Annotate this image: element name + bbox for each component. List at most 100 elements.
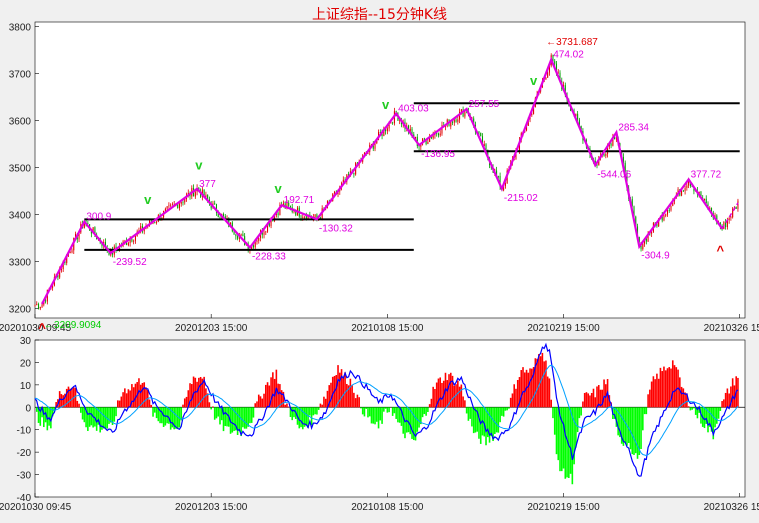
candle-body (503, 186, 505, 191)
candle-body (258, 237, 260, 241)
candle-body (83, 222, 85, 229)
candle-body (409, 128, 411, 133)
y-tick-label: 3300 (9, 258, 32, 269)
x-tick-label: 20210108 15:00 (351, 323, 424, 334)
candle-body (610, 143, 612, 146)
candle-body (577, 113, 579, 120)
swing-label: 285.34 (618, 122, 649, 133)
y-tick-label: 30 (20, 336, 32, 347)
candle-body (156, 221, 158, 223)
candle-body (665, 214, 667, 216)
candle-body (171, 204, 173, 206)
candle-body (429, 137, 431, 142)
candle-body (41, 304, 43, 307)
swing-label: ←3731.687 (546, 37, 598, 48)
x-tick-label: 20210108 15:00 (351, 502, 424, 513)
y-tick-label: 3800 (9, 23, 32, 34)
candle-body (483, 144, 485, 147)
y-tick-label: 3500 (9, 164, 32, 175)
candle-body (552, 55, 554, 62)
swing-label: 377.72 (691, 169, 722, 180)
candle-body (314, 214, 316, 218)
candle-body (256, 240, 258, 242)
candle-body (286, 202, 288, 209)
candle-body (203, 189, 205, 198)
candle-body (446, 119, 448, 125)
candle-body (686, 185, 688, 188)
y-tick-label: 3700 (9, 70, 32, 81)
x-tick-label: 20210326 15:00 (704, 323, 759, 334)
candle-body (134, 235, 136, 241)
y-tick-label: 20 (20, 358, 32, 369)
candle-body (64, 261, 66, 263)
candle-body (432, 135, 434, 139)
candle-body (235, 234, 237, 237)
candle-body (645, 238, 647, 242)
candle-body (726, 220, 728, 228)
candle-body (237, 236, 239, 239)
buy-signal: ^ (38, 321, 46, 336)
candle-body (60, 268, 62, 270)
y-tick-label: -30 (17, 471, 32, 482)
y-tick-label: -10 (17, 426, 32, 437)
candle-body (681, 190, 683, 196)
candle-body (381, 133, 383, 136)
candle-body (267, 222, 269, 232)
candle-body (705, 198, 707, 204)
candle-body (108, 250, 110, 256)
candle-body (555, 63, 558, 73)
buy-signal: ^ (717, 243, 725, 258)
candle-body (672, 201, 674, 206)
candle-body (411, 128, 413, 135)
candle-body (302, 216, 304, 218)
candle-body (554, 61, 556, 64)
candle-body (480, 132, 482, 137)
candle-body (66, 255, 68, 263)
candle-body (478, 131, 480, 133)
candle-body (430, 137, 432, 139)
wave-line (41, 56, 724, 305)
candle-body (437, 133, 439, 136)
candle-body (87, 223, 89, 225)
y-tick-label: -20 (17, 448, 32, 459)
candle-body (497, 175, 499, 177)
candle-body (154, 222, 156, 224)
candle-body (177, 203, 179, 209)
y-tick-label: 3400 (9, 211, 32, 222)
candle-body (282, 203, 284, 206)
candle-body (37, 304, 40, 309)
swing-label: 403.03 (398, 104, 429, 115)
sell-signal: v (382, 97, 390, 112)
candle-body (295, 211, 297, 216)
candle-body (728, 218, 730, 221)
candle-body (333, 191, 336, 194)
candle-body (374, 143, 376, 149)
candle-body (300, 216, 302, 218)
candle-body (94, 227, 96, 235)
candle-body (307, 214, 309, 220)
candle-body (319, 217, 321, 219)
candle-body (316, 214, 318, 220)
candle-body (605, 154, 607, 156)
candle-body (263, 232, 265, 235)
candle-body (427, 141, 429, 145)
candle-body (69, 252, 71, 254)
candle-body (379, 132, 381, 134)
candle-body (637, 226, 639, 238)
candle-body (166, 206, 168, 209)
candle-body (265, 231, 267, 233)
candle-body (499, 176, 501, 188)
x-tick-label: 20210219 15:00 (527, 502, 600, 513)
candle-body (392, 122, 394, 124)
candle-body (545, 77, 547, 80)
candle-body (460, 109, 462, 112)
candle-body (90, 230, 92, 234)
candle-body (666, 209, 669, 215)
candle-body (452, 121, 454, 123)
candle-body (180, 202, 182, 204)
candle-body (420, 144, 422, 147)
candle-body (277, 213, 279, 216)
candle-body (663, 215, 665, 221)
